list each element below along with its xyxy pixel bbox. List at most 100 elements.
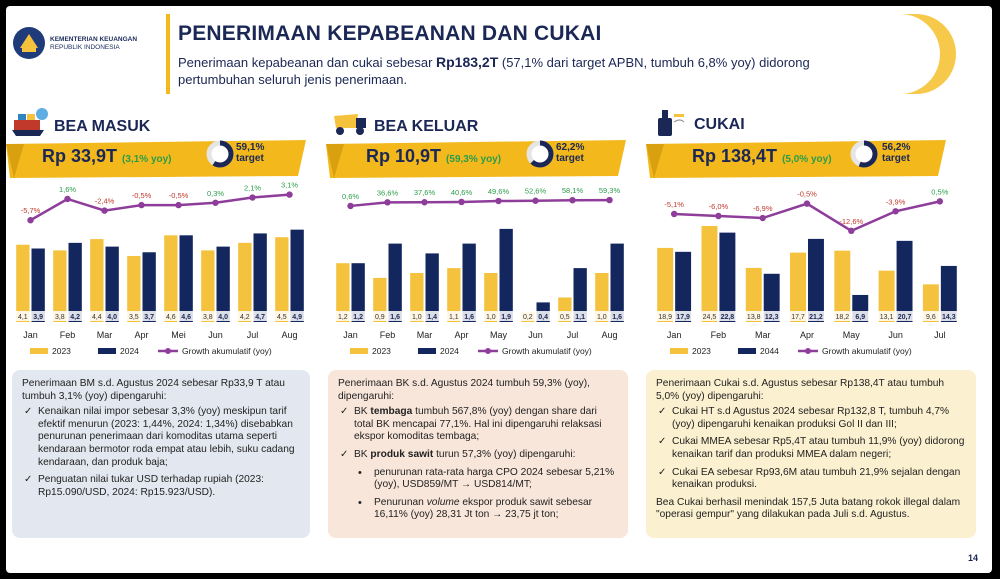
bar-value-label: 1,9 <box>501 314 511 321</box>
x-tick-label: Mar <box>755 330 771 340</box>
item-post: turun 57,3% (yoy) dipengaruhi: <box>433 448 576 460</box>
bar-value-label: 1,0 <box>486 314 496 321</box>
growth-label: 58,1% <box>562 186 584 195</box>
bar-value-label: 17,9 <box>676 314 690 321</box>
x-tick-label: Feb <box>380 330 396 340</box>
bar-2023 <box>373 277 387 322</box>
growth-point <box>759 214 766 222</box>
bar-2023 <box>745 267 762 322</box>
notes-closing: Bea Cukai berhasil menindak 157,5 Juta b… <box>656 496 961 521</box>
bar-2024 <box>940 265 957 322</box>
x-tick-label: Apr <box>454 330 468 340</box>
bar-label-bg <box>335 311 366 321</box>
growth-point <box>249 194 256 201</box>
target-text: 62,2% target <box>556 142 584 164</box>
x-tick-label: May <box>843 330 861 340</box>
growth-label: 1,6% <box>59 185 76 194</box>
item-bold: produk sawit <box>370 448 434 460</box>
x-tick-label: Jul <box>934 330 946 340</box>
sub-list-item: penurunan rata-rata harga CPO 2024 sebes… <box>338 467 618 492</box>
growth-line <box>350 198 610 208</box>
bar-label-bg <box>446 311 477 321</box>
amount-text: Rp 138,4T (5,0% yoy) <box>692 146 832 167</box>
bar-2024 <box>388 243 402 322</box>
x-tick-label: Jan <box>343 330 358 340</box>
item-pre: Penurunan <box>374 496 427 508</box>
legend-label: Growth akumulatif (yoy) <box>502 346 592 356</box>
bar-2024 <box>216 246 230 322</box>
x-tick-label: Aug <box>601 330 617 340</box>
bar-2024 <box>31 248 45 322</box>
bar-value-label: 4,6 <box>166 314 176 321</box>
growth-label: -5,1% <box>664 200 684 209</box>
target-pct: 56,2% <box>882 142 911 153</box>
amount-value: Rp 33,9T <box>42 146 118 166</box>
bar-2023 <box>878 270 895 322</box>
growth-label: -5,7% <box>21 206 41 215</box>
list-item: Cukai EA sebesar Rp93,6M atau tumbuh 21,… <box>656 467 966 492</box>
bar-2023 <box>201 250 215 322</box>
target-pct: 59,1% <box>236 142 265 153</box>
bar-2023 <box>53 250 67 322</box>
bea-keluar-chart: 1,2 1,2 Jan 0,9 1,6 Feb 1,0 1,4 Mar 1,1 1,6 Apr 1,0 1… <box>335 186 625 356</box>
bar-2024 <box>179 235 193 322</box>
growth-label: 40,6% <box>451 188 473 197</box>
x-tick-label: Mei <box>171 330 186 340</box>
bar-label-bg <box>833 311 870 321</box>
bar-value-label: 6,9 <box>855 314 865 321</box>
bar-2024 <box>499 228 513 322</box>
x-tick-label: Feb <box>711 330 727 340</box>
bar-2023 <box>16 244 30 322</box>
growth-point <box>936 198 944 205</box>
growth-point <box>175 201 182 209</box>
bar-value-label: 1,6 <box>390 314 400 321</box>
bar-value-label: 1,1 <box>449 314 459 321</box>
x-tick-label: Jan <box>23 330 38 340</box>
x-tick-label: Jun <box>208 330 223 340</box>
bar-2023 <box>238 242 252 322</box>
bar-label-bg <box>744 311 781 321</box>
title-banner-inner: PENERIMAAN KEPABEANAN DAN CUKAI Penerima… <box>166 14 940 94</box>
growth-point <box>532 197 539 204</box>
bar-2024 <box>351 263 365 322</box>
x-tick-label: Jun <box>528 330 543 340</box>
kemenkeu-emblem-icon <box>13 27 45 59</box>
growth-point <box>569 196 576 204</box>
bar-value-label: 4,9 <box>292 314 302 321</box>
legend-label: 2023 <box>372 346 391 356</box>
bar-value-label: 1,6 <box>612 314 622 321</box>
bar-value-label: 4,0 <box>218 314 228 321</box>
legend-label: 2024 <box>120 346 139 356</box>
target-ring-icon <box>850 140 878 168</box>
target-ring-icon <box>526 140 554 168</box>
growth-point <box>803 200 811 207</box>
legend-swatch-2023 <box>670 348 688 354</box>
bar-label-bg <box>700 311 737 321</box>
x-tick-label: Jun <box>888 330 903 340</box>
bar-2024 <box>68 242 82 322</box>
bar-label-bg <box>557 311 588 321</box>
legend-swatch-growth-dot <box>805 348 811 354</box>
growth-point <box>384 199 391 206</box>
amount-growth: (59,3% yoy) <box>446 154 502 165</box>
bar-value-label: 0,9 <box>375 314 385 321</box>
bar-value-label: 1,0 <box>412 314 422 321</box>
bea-masuk-chart: 4,1 3,9 Jan 3,8 4,2 Feb 4,4 4,0 Mar 3,5 3,7 Apr 4,6 4… <box>15 182 305 356</box>
item-post: tumbuh 567,8% (yoy) dengan share dari to… <box>354 406 602 443</box>
bar-2023 <box>336 263 350 322</box>
growth-point <box>670 210 678 218</box>
bar-label-bg <box>877 311 914 321</box>
item-post: ekspor produk sawit sebesar 16,11% (yoy)… <box>374 496 593 521</box>
growth-label: -6,0% <box>709 202 729 211</box>
bar-2024 <box>675 251 692 322</box>
bar-value-label: 24,5 <box>703 314 717 321</box>
cukai-chart: 18,9 17,9 Jan 24,5 22,8 Feb 13,8 12,3 Mar 17,7 21,… <box>656 187 958 356</box>
bar-value-label: 12,3 <box>765 314 779 321</box>
growth-point <box>347 202 354 210</box>
amount-text: Rp 10,9T (59,3% yoy) <box>366 146 501 167</box>
bar-label-bg <box>372 311 403 321</box>
bar-value-label: 13,8 <box>747 314 761 321</box>
target-text: 59,1% target <box>236 142 264 164</box>
bar-value-label: 4,0 <box>107 314 117 321</box>
target-label: target <box>236 153 264 164</box>
